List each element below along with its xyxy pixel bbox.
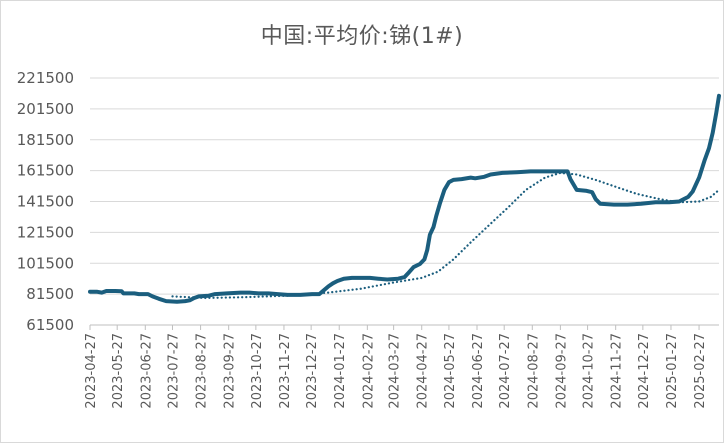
- series-group: [88, 93, 721, 304]
- y-tick-label: 81500: [26, 285, 74, 303]
- y-tick-label: 141500: [17, 193, 74, 211]
- series-line-dotted: [171, 171, 721, 300]
- x-tick-label: 2023-07-27: [166, 333, 181, 409]
- y-tick-label: 221500: [17, 69, 74, 87]
- series-line-solid: [88, 93, 721, 304]
- x-tick-label: 2024-07-27: [498, 333, 513, 409]
- y-tick-label: 101500: [17, 254, 74, 272]
- y-axis-ticks: 61500 81500 101500 121500 141500 161500 181500…: [17, 69, 74, 334]
- x-tick-label: 2023-12-27: [305, 333, 320, 409]
- x-tick-label: 2023-04-27: [84, 333, 99, 409]
- x-tick-label: 2024-06-27: [471, 333, 486, 409]
- x-tick-label: 2024-10-27: [582, 333, 597, 409]
- x-tick-label: 2024-03-27: [388, 333, 403, 409]
- x-tick-label: 2023-11-27: [278, 333, 293, 409]
- x-tick-label: 2024-05-27: [443, 333, 458, 409]
- x-tick-label: 2025-02-27: [693, 333, 708, 409]
- x-tick-label: 2025-01-27: [665, 333, 680, 409]
- x-tick-label: 2024-11-27: [610, 333, 625, 409]
- x-axis-ticks: 2023-04-27 2023-05-27 2023-06-27 2023-07-27…: [84, 325, 708, 409]
- x-tick-label: 2024-09-27: [554, 333, 569, 409]
- y-tick-label: 181500: [17, 131, 74, 149]
- y-tick-label: 201500: [17, 100, 74, 118]
- x-tick-label: 2023-05-27: [111, 333, 126, 409]
- gridlines: [90, 77, 719, 326]
- y-tick-label: 121500: [17, 223, 74, 241]
- x-tick-label: 2024-12-27: [637, 333, 652, 409]
- x-tick-label: 2024-01-27: [333, 333, 348, 409]
- x-tick-label: 2024-08-27: [526, 333, 541, 409]
- x-tick-label: 2024-04-27: [416, 333, 431, 409]
- x-tick-label: 2023-08-27: [195, 333, 210, 409]
- x-tick-label: 2024-02-27: [361, 333, 376, 409]
- y-tick-label: 61500: [26, 316, 74, 334]
- y-tick-label: 161500: [17, 162, 74, 180]
- chart-title: 中国:平均价:锑(1#): [260, 24, 464, 49]
- x-tick-label: 2023-09-27: [223, 333, 238, 409]
- x-tick-label: 2023-06-27: [139, 333, 154, 409]
- x-tick-label: 2023-10-27: [250, 333, 265, 409]
